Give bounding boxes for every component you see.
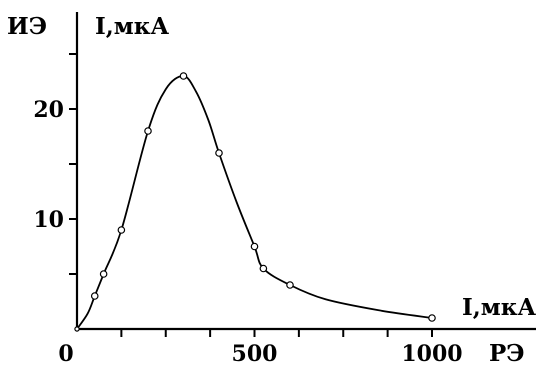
series-line [76, 75, 433, 330]
x-axis-label-current: I,мкА [462, 294, 536, 321]
y-tick-label-10: 10 [33, 207, 64, 233]
x-tick-label-1000: 1000 [401, 341, 462, 365]
y-axis-label-ie: ИЭ [7, 13, 47, 40]
x-tick-label-0: 0 [58, 341, 73, 365]
y-tick-label-20: 20 [33, 97, 64, 123]
data-point-10 [286, 281, 294, 289]
data-point-4 [117, 226, 126, 234]
data-point-5 [144, 127, 152, 135]
data-points [74, 72, 436, 332]
data-point-9 [259, 264, 268, 273]
x-axis-label-re: РЭ [489, 340, 525, 365]
data-point-11 [428, 314, 436, 322]
y-axis-ticks [69, 53, 77, 275]
data-point-1 [74, 326, 80, 332]
data-point-6 [179, 72, 188, 80]
data-point-8 [250, 242, 259, 251]
x-axis-ticks [120, 329, 433, 337]
data-point-7 [215, 149, 223, 157]
y-axis-label-current: I,мкА [95, 13, 169, 40]
data-point-3 [99, 270, 108, 278]
x-tick-label-500: 500 [232, 341, 278, 365]
data-point-2 [90, 292, 99, 300]
